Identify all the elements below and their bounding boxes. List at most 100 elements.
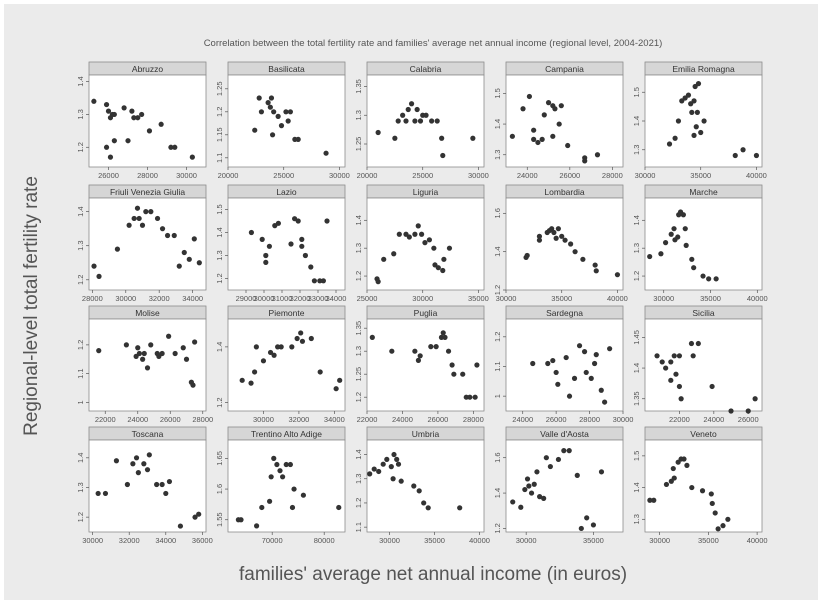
- data-point: [275, 113, 281, 119]
- panel-calabria: Calabria 20000 25000 30000 1.25 1.3 1.35: [354, 61, 489, 180]
- data-point: [405, 106, 411, 113]
- data-point: [550, 357, 556, 364]
- data-point: [435, 265, 441, 271]
- data-point: [647, 497, 653, 503]
- y-tick-label: 1.25: [354, 367, 363, 382]
- x-tick-label: 40000: [746, 171, 767, 180]
- data-point: [753, 152, 760, 159]
- data-point: [192, 339, 198, 345]
- panel-title: Umbria: [412, 429, 440, 439]
- data-point: [651, 497, 657, 503]
- data-point: [267, 349, 274, 356]
- data-point: [196, 511, 202, 517]
- data-point: [440, 267, 446, 274]
- data-point: [248, 380, 254, 386]
- data-point: [369, 334, 375, 340]
- y-tick-label: 1.4: [215, 227, 224, 237]
- y-tick-label: 1.25: [354, 137, 363, 152]
- y-tick-label: 1.35: [632, 391, 641, 406]
- data-point: [678, 396, 684, 402]
- data-point: [607, 346, 613, 352]
- y-tick-label: 1.3: [354, 346, 363, 356]
- x-tick-label: 28000: [82, 294, 103, 303]
- data-point: [688, 340, 695, 347]
- data-point: [299, 236, 305, 242]
- data-point: [553, 369, 559, 376]
- data-point: [136, 215, 142, 222]
- data-point: [91, 263, 97, 269]
- x-tick-label: 30000: [653, 294, 674, 303]
- y-tick-label: 1.35: [354, 79, 363, 94]
- data-point: [593, 352, 599, 358]
- data-point: [95, 490, 101, 497]
- data-point: [563, 354, 569, 361]
- panel-title: Liguria: [413, 187, 439, 197]
- data-point: [268, 474, 274, 480]
- data-point: [685, 92, 692, 98]
- data-point: [375, 129, 381, 136]
- data-point: [416, 488, 422, 494]
- x-tick-label: 30000: [329, 171, 350, 180]
- x-tick-label: 20000: [357, 171, 378, 180]
- data-point: [581, 349, 588, 355]
- x-tick-label: 20000: [218, 171, 239, 180]
- panel-title: Molise: [135, 308, 160, 318]
- panel-title: Toscana: [132, 429, 164, 439]
- x-tick-label: 32000: [119, 536, 140, 545]
- data-point: [367, 471, 373, 477]
- y-tick-label: 1.3: [493, 150, 502, 160]
- data-point: [593, 268, 599, 274]
- data-point: [177, 523, 184, 529]
- data-point: [451, 371, 457, 377]
- data-point: [283, 461, 289, 468]
- data-point: [520, 106, 526, 112]
- data-point: [124, 481, 130, 488]
- data-point: [271, 109, 277, 115]
- x-tick-label: 30000: [115, 294, 136, 303]
- data-point: [186, 256, 192, 262]
- data-point: [440, 330, 446, 336]
- panel-title: Campania: [545, 64, 584, 74]
- data-point: [396, 231, 402, 237]
- x-tick-label: 24000: [127, 415, 148, 424]
- data-point: [259, 236, 265, 242]
- data-point: [457, 505, 463, 511]
- data-point: [580, 256, 586, 262]
- data-point: [536, 233, 543, 239]
- data-point: [706, 276, 712, 282]
- data-point: [337, 377, 343, 383]
- data-point: [691, 98, 697, 104]
- data-point: [191, 236, 197, 242]
- data-point: [154, 215, 161, 222]
- data-point: [105, 108, 112, 114]
- data-point: [670, 465, 676, 472]
- data-point: [566, 393, 573, 399]
- y-tick-label: 1.2: [354, 498, 363, 508]
- data-point: [144, 467, 151, 473]
- y-tick-label: 1.4: [632, 116, 641, 126]
- data-point: [654, 353, 660, 359]
- plot-area: [227, 318, 346, 412]
- data-point: [668, 231, 674, 237]
- panel-title: Lombardia: [544, 187, 584, 197]
- data-point: [555, 381, 561, 387]
- data-point: [248, 229, 254, 236]
- x-tick-label: 35000: [583, 536, 604, 545]
- data-point: [395, 461, 402, 467]
- data-point: [159, 350, 165, 357]
- x-tick-label: 35000: [698, 536, 719, 545]
- plot-area: [88, 318, 207, 412]
- data-point: [380, 461, 386, 467]
- data-point: [238, 517, 244, 523]
- panel-title: Calabria: [410, 64, 442, 74]
- data-point: [291, 486, 297, 492]
- x-tick-label: 31000: [272, 294, 293, 303]
- y-tick-label: 1.2: [632, 271, 641, 281]
- data-point: [472, 394, 478, 400]
- data-point: [317, 278, 323, 284]
- data-point: [391, 451, 397, 458]
- data-point: [574, 472, 580, 478]
- data-point: [143, 209, 149, 215]
- data-point: [588, 375, 594, 381]
